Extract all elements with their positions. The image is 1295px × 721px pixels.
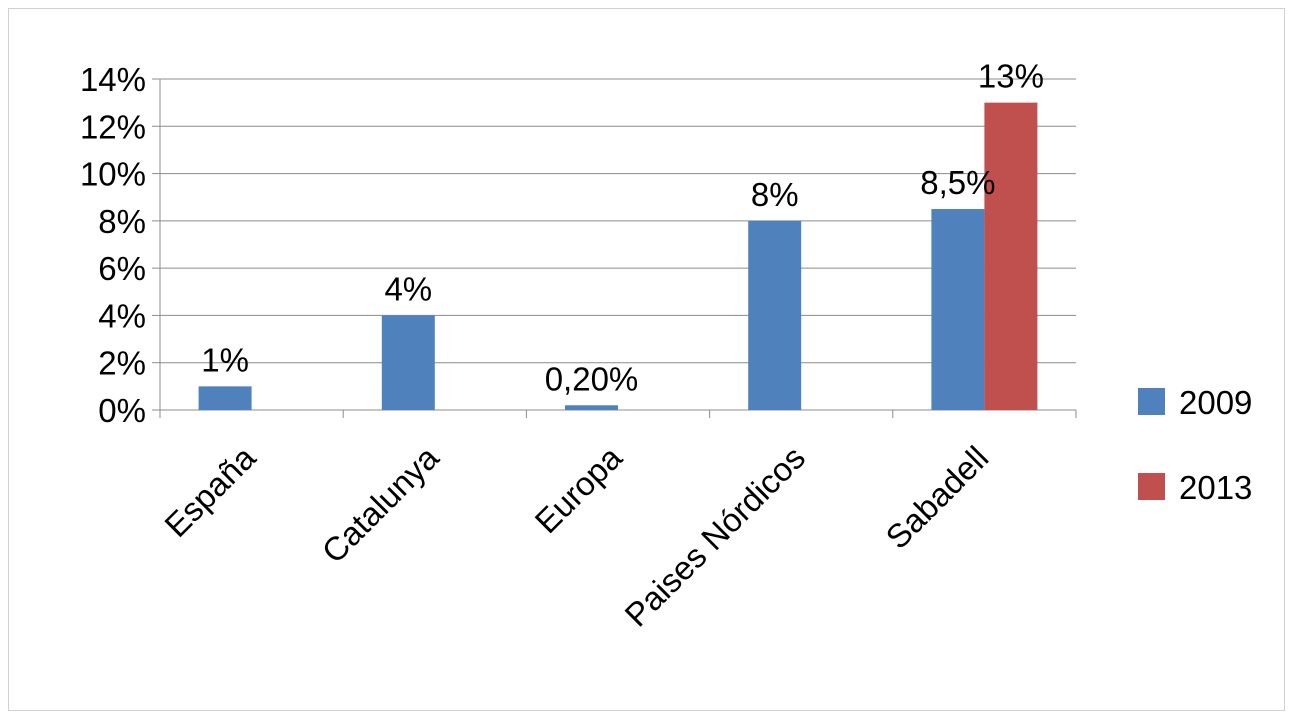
y-tick-label: 6% [98,250,146,287]
y-tick-label: 2% [98,345,146,382]
category-label-2: Europa [528,438,630,540]
chart-frame [8,8,1285,711]
legend-swatch-2013 [1138,473,1165,500]
bar-2009-2 [565,405,618,410]
y-tick-label: 10% [80,156,146,193]
data-label-2009-0: 1% [201,341,249,378]
data-label-2009-3: 8% [751,176,799,213]
bar-2009-4 [931,209,985,410]
gridlines [160,78,1076,364]
legend-label-2013: 2013 [1179,469,1252,506]
category-label-4: Sabadell [878,439,995,556]
category-label-3: Paises Nórdicos [617,439,812,634]
y-tick-label: 14% [80,61,146,98]
data-label-2009-2: 0,20% [545,360,639,397]
category-label-0: España [157,438,263,544]
legend-label-2009: 2009 [1179,384,1252,421]
data-label-2009-1: 4% [384,270,432,307]
bars [198,102,1038,411]
bar-2009-1 [381,315,435,410]
legend-swatch-2009 [1138,388,1165,415]
category-label-1: Catalunya [315,438,447,570]
y-tick-label: 4% [98,297,146,334]
data-label-2013-4: 13% [978,58,1044,95]
y-tick-label: 0% [98,392,146,429]
bar-2009-0 [198,386,252,410]
bar-2009-3 [748,220,802,410]
legend: 2009 2013 [1138,384,1252,506]
y-tick-label: 12% [80,108,146,145]
data-label-2009-4: 8,5% [920,164,995,201]
data-labels: 1% 4% 0,20% 8% 8,5% 13% [201,58,1044,398]
bar-2013-4 [984,102,1038,411]
y-tick-label: 8% [98,203,146,240]
